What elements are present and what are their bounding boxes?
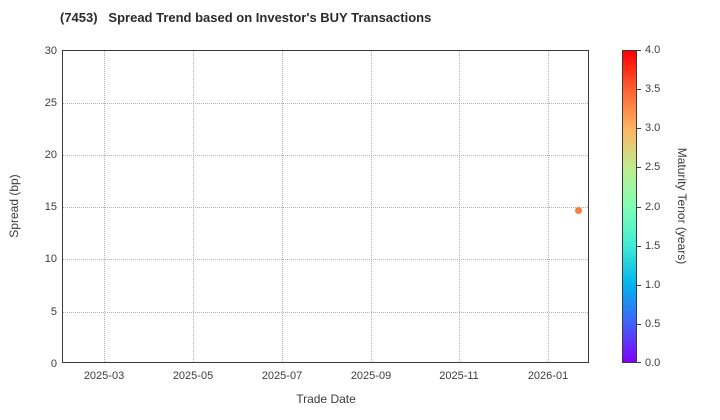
gridline-x-2025-11 [459,51,460,362]
colorbar-tick-mark [637,324,641,325]
colorbar-tick-2.5: 2.5 [645,161,661,173]
gridline-y-10 [63,259,588,260]
colorbar-tick-3.5: 3.5 [645,83,661,95]
colorbar-gradient [622,50,637,363]
colorbar-tick-mark [637,128,641,129]
colorbar-axis-label: Maturity Tenor (years) [675,147,689,265]
y-tick-20: 20 [44,149,57,161]
colorbar-tick-2.0: 2.0 [645,201,661,213]
chart-title: (7453) Spread Trend based on Investor's … [60,10,432,25]
gridline-x-2026-01 [548,51,549,362]
data-point [575,207,582,214]
plot-area: 30 25 20 15 10 5 0 2025-03 2025-05 2025-… [45,45,589,382]
y-tick-5: 5 [50,306,57,318]
colorbar-tick-mark [637,246,641,247]
colorbar-tick-0.0: 0.0 [645,357,661,369]
colorbar-tick-mark [637,50,641,51]
gridline-y-20 [63,155,588,156]
colorbar-tick-0.5: 0.5 [645,318,661,330]
y-tick-25: 25 [44,97,57,109]
gridline-y-15 [63,207,588,208]
y-tick-10: 10 [44,253,57,265]
colorbar-tick-4.0: 4.0 [645,44,661,56]
x-tick-2025-07: 2025-07 [261,370,303,382]
colorbar-tick-1.5: 1.5 [645,240,661,252]
y-tick-15: 15 [44,201,57,213]
colorbar-tick-mark [637,285,641,286]
x-tick-2025-09: 2025-09 [350,370,392,382]
gridline-y-25 [63,103,588,104]
x-tick-2025-05: 2025-05 [172,370,214,382]
colorbar: 4.0 3.5 3.0 2.5 2.0 1.5 1.0 0.5 0.0 Matu… [622,44,712,369]
gridline-x-2025-09 [371,51,372,362]
gridline-x-2025-03 [104,51,105,362]
colorbar-tick-mark [637,89,641,90]
colorbar-tick-mark [637,362,641,363]
colorbar-tick-1.0: 1.0 [645,279,661,291]
colorbar-tick-mark [637,167,641,168]
y-tick-30: 30 [44,45,57,57]
x-tick-2025-11: 2025-11 [439,370,479,382]
colorbar-tick-mark [637,207,641,208]
x-tick-2025-03: 2025-03 [83,370,125,382]
y-tick-0: 0 [50,358,57,370]
gridline-x-2025-07 [282,51,283,362]
gridline-x-2025-05 [193,51,194,362]
x-tick-2026-01: 2026-01 [527,370,569,382]
y-axis-label: Spread (bp) [7,174,21,238]
colorbar-tick-3.0: 3.0 [645,122,661,134]
gridline-y-5 [63,312,588,313]
x-axis-label: Trade Date [296,392,356,406]
